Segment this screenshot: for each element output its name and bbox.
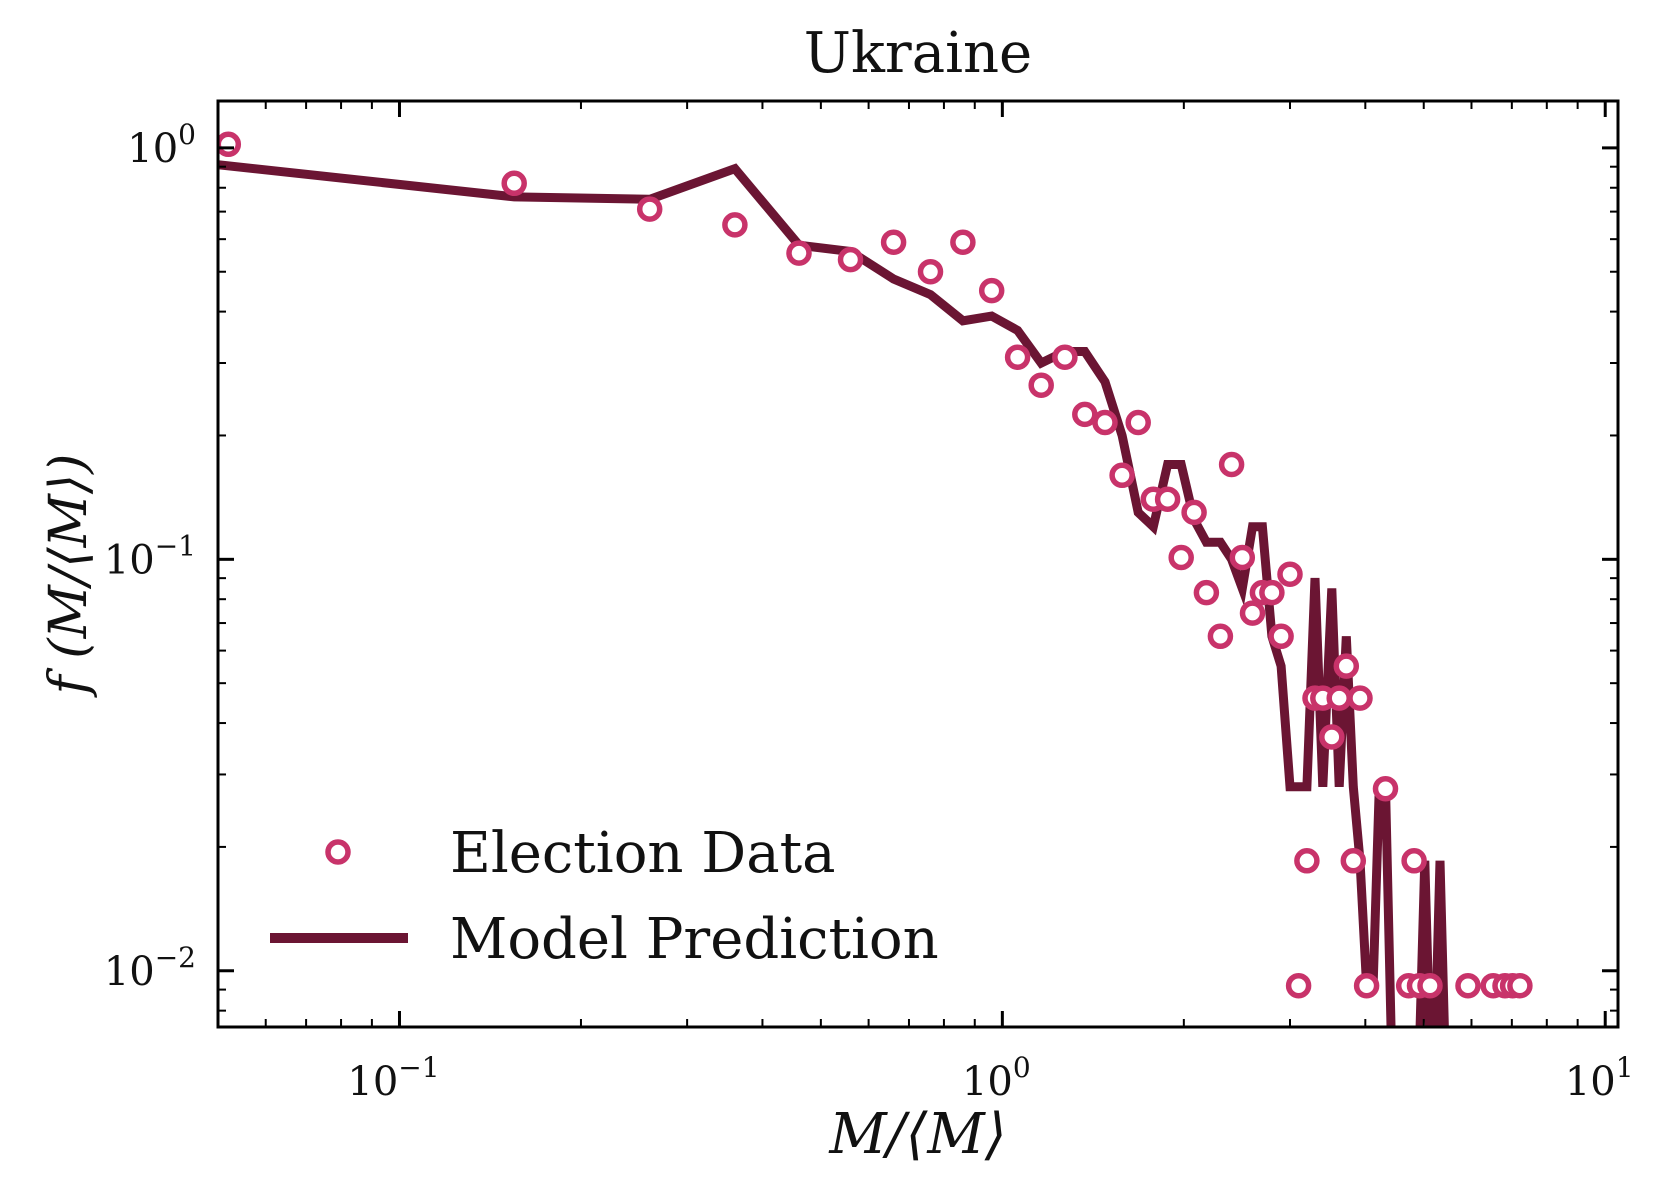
election-data-point-29	[1277, 561, 1303, 587]
election-data-point-19	[1168, 544, 1194, 571]
election-data-point-1	[501, 170, 527, 197]
x-tick-label-2: 101	[1565, 1051, 1634, 1105]
chart-title: Ukraine	[804, 21, 1032, 86]
election-data-point-37	[1340, 848, 1367, 874]
election-data-point-28	[1268, 623, 1294, 650]
election-data-point-15	[1109, 462, 1135, 489]
election-data-point-40	[1372, 775, 1399, 802]
election-data-point-0	[218, 131, 242, 158]
plot-area	[218, 131, 1533, 1027]
legend-model-prediction-label: Model Prediction	[450, 907, 939, 972]
election-data-markers	[218, 131, 1533, 999]
election-data-point-2	[636, 196, 663, 222]
election-data-point-44	[1417, 972, 1443, 999]
axis-ticks	[218, 101, 1618, 1027]
legend-election-data-label: Election Data	[450, 821, 835, 886]
election-data-point-5	[837, 246, 864, 273]
legend: Election Data Model Prediction	[270, 821, 939, 972]
election-data-point-21	[1193, 579, 1220, 606]
legend-election-data-marker	[325, 839, 351, 865]
election-data-point-30	[1285, 972, 1312, 999]
election-data-point-12	[1052, 344, 1078, 370]
election-data-point-16	[1125, 409, 1151, 436]
y-axis-label: f (M/⟨M⟩)	[39, 454, 99, 699]
election-data-point-38	[1347, 685, 1373, 711]
election-data-point-25	[1239, 600, 1266, 626]
election-data-point-14	[1092, 409, 1118, 436]
y-tick-label-0: 10−2	[104, 941, 196, 995]
election-data-point-24	[1229, 544, 1256, 571]
election-data-point-9	[978, 277, 1005, 304]
election-data-point-7	[917, 258, 944, 285]
election-data-point-36	[1333, 653, 1360, 679]
plot-frame	[216, 99, 1620, 1029]
election-data-point-49	[1507, 972, 1533, 999]
election-data-point-23	[1218, 451, 1245, 478]
election-data-point-27	[1259, 579, 1285, 606]
x-axis-label: M/⟨M⟩	[828, 1102, 1006, 1167]
election-data-point-10	[1004, 344, 1031, 370]
election-data-point-8	[950, 229, 976, 255]
election-data-point-20	[1181, 499, 1207, 526]
election-data-point-35	[1326, 685, 1352, 711]
x-tick-label-0: 10−1	[347, 1051, 439, 1105]
election-data-point-34	[1319, 724, 1345, 750]
election-data-point-13	[1072, 401, 1098, 428]
election-data-point-22	[1207, 623, 1234, 650]
election-data-point-31	[1294, 848, 1320, 874]
axis-tick-labels: 10−1 100 101 10−2 10−1 100	[104, 118, 1634, 1105]
election-data-point-39	[1353, 972, 1380, 999]
election-data-point-4	[786, 240, 812, 266]
election-data-point-45	[1455, 972, 1481, 999]
election-data-point-11	[1028, 372, 1054, 398]
x-tick-label-1: 100	[962, 1051, 1031, 1105]
election-data-point-6	[880, 229, 907, 255]
election-data-point-3	[722, 212, 748, 238]
y-tick-label-2: 100	[127, 118, 196, 172]
election-data-point-42	[1401, 848, 1427, 874]
y-tick-label-1: 10−1	[104, 529, 196, 583]
election-data-point-18	[1154, 486, 1181, 512]
